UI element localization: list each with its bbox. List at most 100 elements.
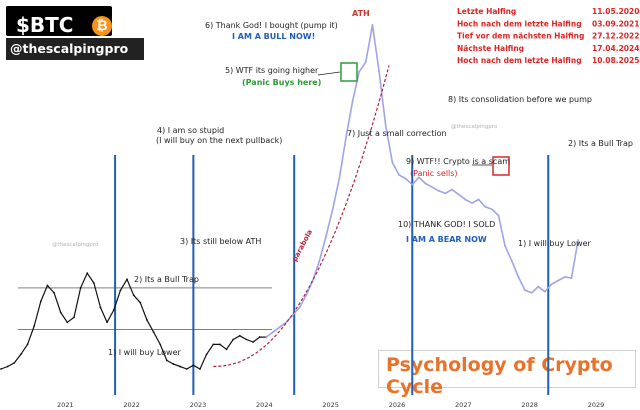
data-point: [378, 70, 380, 73]
data-point: [112, 309, 115, 311]
ticker-label: $BTC: [16, 13, 74, 37]
data-point: [444, 192, 447, 195]
data-point: [20, 353, 22, 356]
annotation-label: (Panic Buys here): [242, 78, 321, 87]
panic-sell-box: [492, 156, 510, 176]
data-point: [225, 348, 228, 351]
data-point: [26, 343, 29, 346]
data-point: [471, 202, 473, 205]
data-point: [577, 239, 579, 241]
data-point: [232, 338, 235, 341]
data-point: [477, 198, 480, 201]
data-point: [418, 176, 420, 179]
data-point: [384, 124, 387, 127]
annotation-label: (I will buy on the next pullback): [156, 136, 282, 145]
data-point: [404, 177, 407, 180]
data-point: [325, 235, 327, 238]
data-point: [53, 291, 55, 294]
annotation-label: 2) Its a Bull Trap: [568, 139, 633, 148]
x-tick-label: 2026: [389, 401, 406, 409]
data-point: [437, 189, 440, 192]
data-point: [146, 318, 148, 321]
data-point: [46, 284, 49, 287]
x-tick-label: 2025: [322, 401, 339, 409]
data-point: [411, 183, 414, 186]
annotation-label: 4) I am so stupid: [157, 126, 224, 135]
data-point: [550, 283, 553, 286]
data-point: [159, 343, 162, 346]
data-point: [219, 343, 221, 346]
data-point: [245, 338, 248, 341]
annotation-label: I AM A BULL NOW!: [232, 32, 315, 41]
data-point: [265, 336, 268, 338]
data-point: [544, 290, 546, 293]
data-point: [351, 100, 354, 103]
x-tick-label: 2022: [123, 401, 140, 409]
data-point: [497, 214, 500, 217]
data-point: [504, 245, 507, 248]
annotation-label: 3) Its still below ATH: [180, 237, 261, 246]
x-tick-label: 2024: [256, 401, 273, 409]
data-point: [285, 321, 288, 324]
annotation-label: 5) WTF its going higher: [225, 66, 319, 75]
halving-label: Tief vor dem nächsten Halfing: [457, 32, 584, 41]
halving-label: Hoch nach dem letzte Halfing: [457, 56, 582, 65]
data-point: [431, 186, 434, 189]
data-point: [132, 294, 135, 297]
data-point: [278, 326, 281, 329]
annotation-label: 2) Its a Bull Trap: [134, 275, 199, 284]
x-tick-label: 2027: [455, 401, 472, 409]
cycle-title: Psychology of Crypto Cycle: [386, 354, 613, 398]
halving-label: Hoch nach dem letzte Halfing: [457, 19, 582, 28]
data-point: [79, 287, 82, 289]
annotation-label: 7) Just a small correction: [347, 129, 447, 138]
data-point: [126, 278, 128, 281]
data-point: [185, 368, 188, 370]
data-point: [152, 331, 155, 334]
data-point: [33, 325, 36, 327]
annotation-label: I AM A BEAR NOW: [406, 235, 487, 244]
data-point: [338, 177, 341, 180]
data-point: [59, 311, 62, 314]
data-point: [238, 334, 241, 337]
parabola-curve: [213, 65, 390, 368]
data-point: [252, 341, 254, 343]
data-point: [358, 70, 361, 73]
data-point: [119, 289, 122, 292]
data-point: [464, 198, 467, 201]
halving-date: 03.09.2021: [592, 19, 639, 28]
halving-date: 11.05.2020: [592, 7, 639, 16]
data-point: [172, 363, 175, 365]
data-point: [457, 193, 460, 196]
data-point: [331, 208, 334, 211]
data-point: [13, 361, 16, 364]
data-point: [86, 272, 89, 275]
data-point: [139, 301, 142, 304]
data-point: [192, 364, 195, 367]
data-point: [484, 205, 487, 208]
watermark-text: @thescalpingpro: [451, 124, 498, 130]
halving-date: 17.04.2024: [592, 44, 639, 53]
annotation-label: ATH: [352, 9, 370, 18]
data-point: [391, 161, 394, 164]
bitcoin-coin-icon: ₿: [92, 16, 112, 36]
data-point: [205, 353, 208, 356]
annotation-label: 10) THANK GOD! I SOLD: [398, 220, 495, 229]
x-tick-label: 2023: [190, 401, 207, 409]
halving-label: Nächste Halfing: [457, 44, 524, 53]
annotation-label: 8) Its consolidation before we pump: [448, 95, 592, 104]
halving-date: 27.12.2022: [592, 32, 639, 41]
data-point: [524, 289, 526, 292]
annotation-label: (Panic sells): [410, 169, 458, 178]
arrow-panic-buy: [317, 71, 341, 76]
data-point: [92, 282, 95, 284]
data-point: [165, 359, 168, 362]
data-point: [66, 321, 69, 324]
data-point: [258, 336, 261, 338]
x-tick-label: 2028: [521, 401, 538, 409]
series-line-projection: [265, 24, 579, 338]
data-point: [106, 321, 109, 324]
data-point: [73, 316, 75, 319]
data-point: [530, 291, 533, 294]
